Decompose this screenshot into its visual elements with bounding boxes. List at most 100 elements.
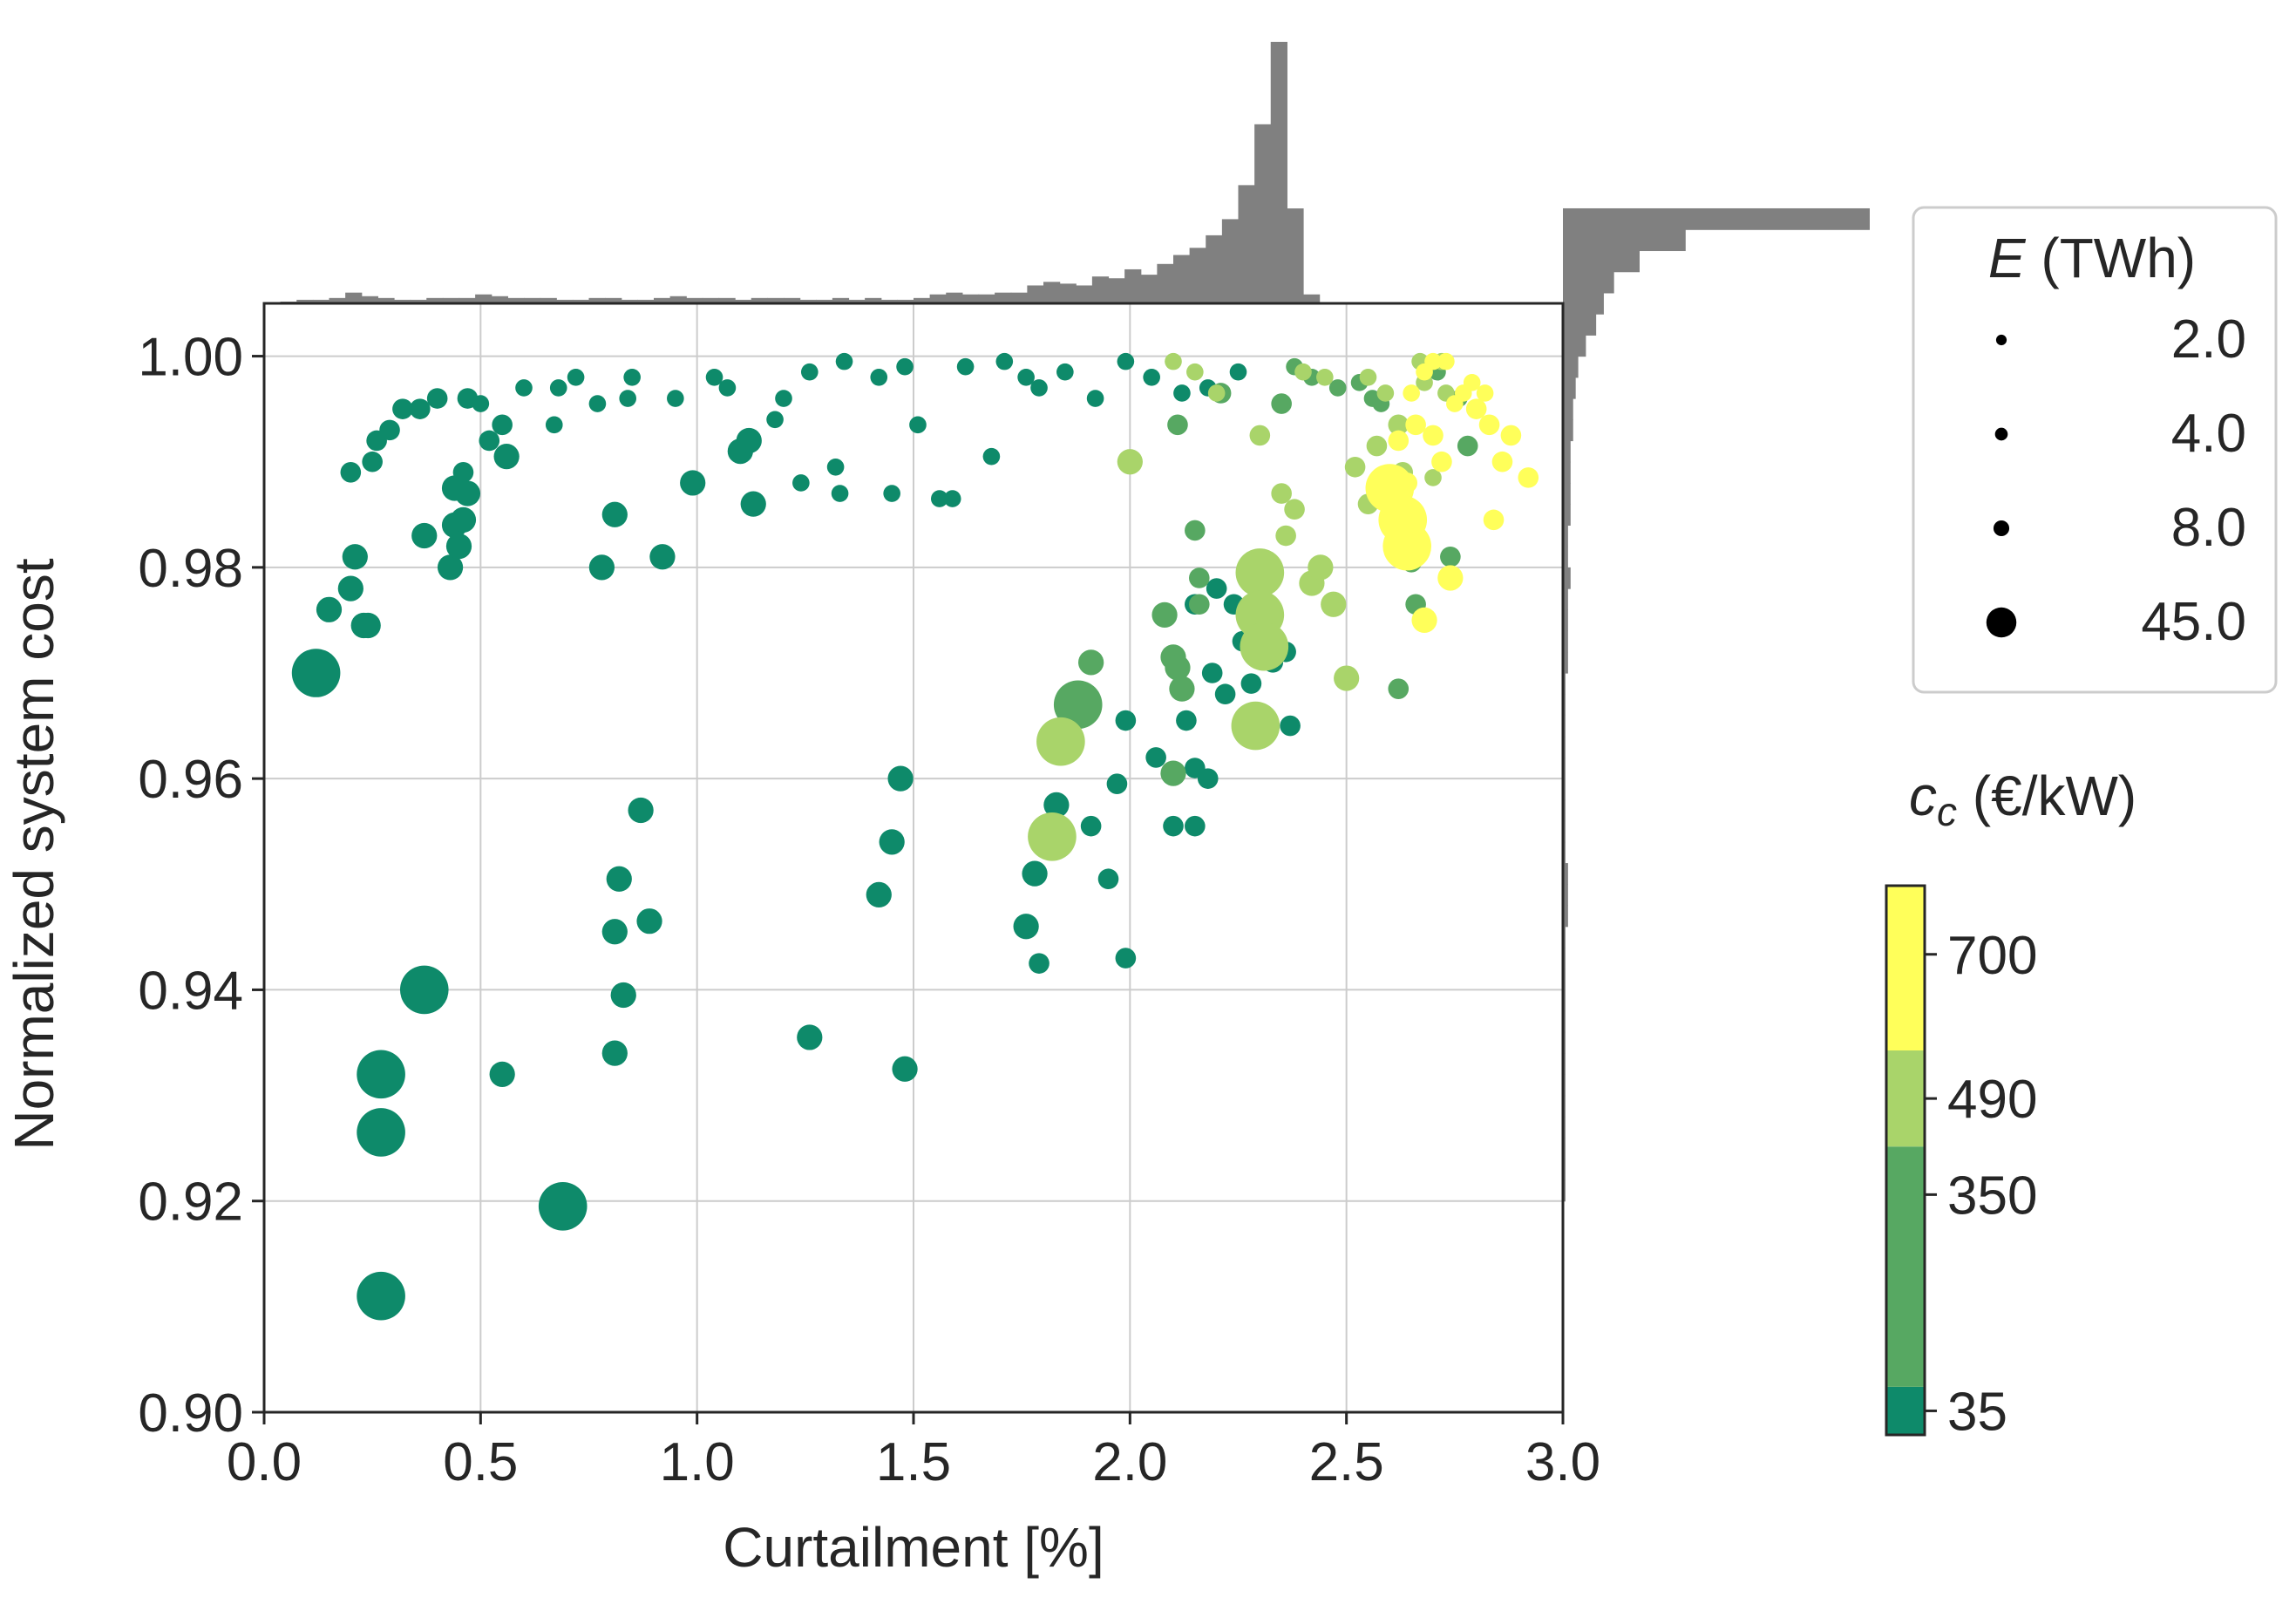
right-histogram-bar	[1563, 335, 1586, 357]
scatter-point	[1437, 352, 1455, 370]
scatter-point	[628, 797, 654, 824]
scatter-point	[357, 1050, 405, 1099]
top-histogram-bar	[1059, 283, 1077, 303]
top-histogram-bar	[1238, 185, 1255, 303]
scatter-point	[1115, 948, 1137, 969]
top-histogram-bar	[767, 297, 785, 303]
scatter-point	[1465, 398, 1487, 419]
right-histogram	[1563, 207, 1870, 1202]
scatter-point	[1165, 352, 1182, 370]
top-histogram-bar	[588, 297, 606, 303]
y-tick-label: 0.92	[138, 1172, 243, 1233]
scatter-point	[410, 398, 431, 419]
colorbar-band	[1886, 1146, 1925, 1387]
y-tick-label: 0.90	[138, 1383, 243, 1444]
top-histogram-bar	[1140, 275, 1158, 303]
scatter-point	[835, 352, 853, 370]
scatter-point	[538, 1181, 588, 1231]
scatter-point	[1249, 425, 1271, 446]
top-histogram-bar	[329, 297, 346, 303]
scatter-point	[1483, 509, 1505, 531]
scatter-point	[489, 1061, 515, 1087]
top-histogram-bar	[442, 297, 460, 303]
scatter-point	[909, 416, 927, 434]
top-histogram-bar	[865, 297, 882, 303]
right-histogram-bar	[1563, 630, 1568, 653]
y-tick-label: 0.96	[138, 750, 243, 810]
scatter-point	[567, 368, 585, 386]
scatter-point	[1207, 384, 1226, 402]
right-histogram-bar	[1563, 398, 1573, 420]
y-axis-ticks: 0.90 0.92 0.94 0.96 0.98 1.00	[138, 328, 264, 1444]
scatter-point	[1036, 717, 1085, 766]
y-axis-label: Normalized system cost	[3, 558, 65, 1151]
scatter-point	[606, 866, 632, 892]
scatter-point	[452, 462, 474, 483]
scatter-point	[1334, 665, 1360, 691]
scatter-point	[797, 1024, 823, 1050]
top-histogram-bar	[1043, 282, 1061, 303]
right-histogram-bar	[1563, 292, 1604, 315]
scatter-point	[896, 357, 914, 376]
top-histogram-bar	[296, 299, 314, 303]
scatter-point	[718, 379, 737, 397]
scatter-point	[1437, 565, 1464, 591]
scatter-point	[1043, 792, 1070, 819]
colorbar-tick-label: 35	[1947, 1382, 2007, 1442]
scatter-point	[1388, 414, 1410, 436]
top-histogram-bar	[848, 299, 866, 303]
scatter-point	[1189, 594, 1210, 615]
scatter-point	[1028, 812, 1077, 861]
scatter-point	[493, 444, 520, 470]
size-legend-entries: 2.0 4.0 8.0 45.0	[1986, 309, 2246, 652]
scatter-point	[1197, 768, 1219, 789]
scatter-point	[1173, 384, 1191, 402]
scatter-point	[800, 363, 819, 381]
top-histogram-bar	[1108, 278, 1125, 303]
scatter-point	[982, 447, 1001, 466]
scatter-point	[1284, 499, 1305, 520]
scatter-point	[667, 390, 684, 407]
right-histogram-bar	[1563, 863, 1568, 885]
top-histogram-bar	[507, 297, 525, 303]
top-histogram-bar	[1027, 285, 1044, 303]
right-histogram-bar	[1563, 314, 1597, 336]
scatter-point	[1382, 521, 1432, 571]
x-axis-ticks: 0.0 0.5 1.0 1.5 2.0 2.5 3.0	[227, 1412, 1600, 1492]
colorbar: cc (€/kW) 35 350 490 700	[1885, 765, 2136, 1442]
size-legend-label: 45.0	[2141, 592, 2246, 652]
right-histogram-bar	[1563, 482, 1571, 505]
scatter-point	[1160, 760, 1186, 786]
colorbar-band	[1886, 1386, 1925, 1435]
scatter-point	[1235, 548, 1285, 597]
scatter-point	[1053, 680, 1103, 730]
scatter-point	[775, 390, 792, 407]
scatter-point	[887, 765, 914, 792]
colorbar-ticks: 35 350 490 700	[1925, 926, 2037, 1442]
top-histogram	[280, 42, 1321, 303]
scatter-point	[1478, 414, 1500, 436]
colorbar-tick-label: 490	[1947, 1070, 2037, 1130]
top-histogram-bar	[621, 299, 638, 303]
scatter-point	[1308, 554, 1334, 581]
scatter-point	[1396, 472, 1417, 493]
scatter-point	[1143, 368, 1160, 386]
scatter-point	[870, 368, 888, 386]
top-histogram-bar	[995, 292, 1012, 303]
top-histogram-bar	[572, 299, 590, 303]
scatter-point	[1214, 683, 1236, 705]
scatter-point	[995, 352, 1014, 370]
scatter-point	[1411, 607, 1437, 634]
colorbar-band	[1886, 886, 1925, 1050]
scatter-point	[1423, 425, 1443, 446]
scatter-point	[831, 485, 849, 502]
right-histogram-bar	[1563, 546, 1568, 568]
scatter-point	[1476, 384, 1494, 402]
scatter-point	[736, 427, 762, 454]
colorbar-tick-label: 350	[1947, 1166, 2037, 1226]
top-histogram-bar	[1124, 268, 1142, 303]
top-histogram-bar	[410, 299, 427, 303]
top-histogram-bar	[978, 294, 995, 303]
size-legend-box	[1912, 206, 2278, 694]
scatter-point	[1316, 368, 1334, 386]
